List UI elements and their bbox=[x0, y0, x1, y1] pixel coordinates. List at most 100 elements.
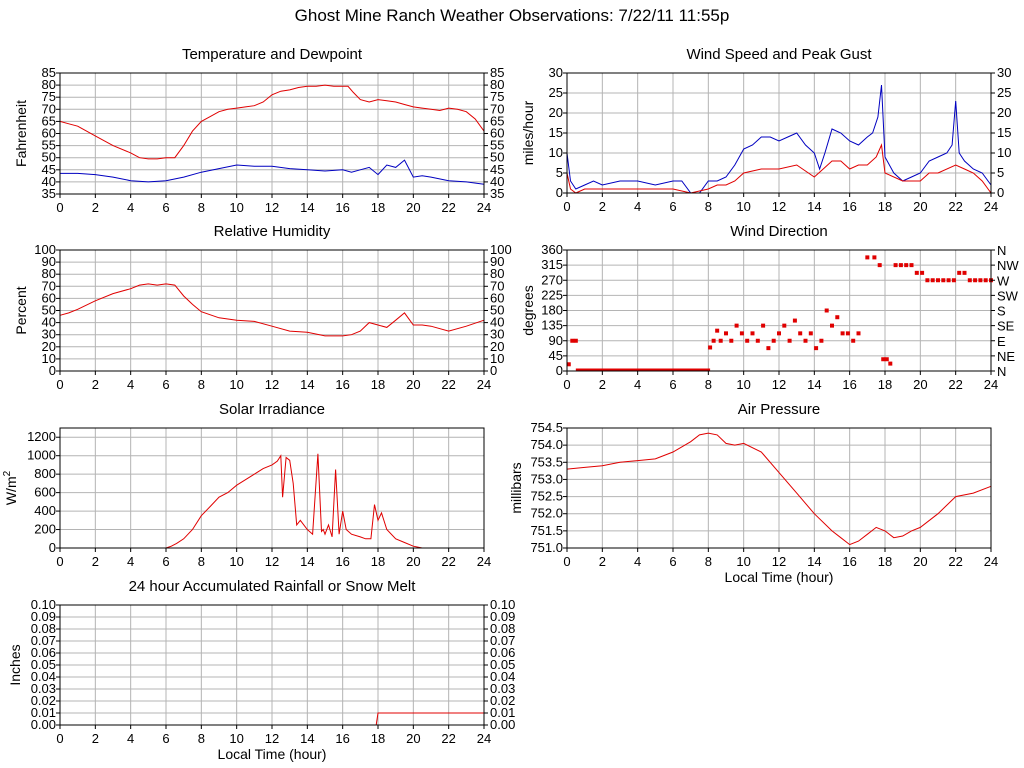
data-point bbox=[936, 278, 940, 283]
x-tick-label: 6 bbox=[669, 554, 676, 569]
data-point bbox=[771, 338, 776, 343]
compass-label: SW bbox=[997, 288, 1019, 303]
x-tick-label: 20 bbox=[913, 554, 927, 569]
x-tick-label: 18 bbox=[371, 377, 385, 392]
y-tick-label: 15 bbox=[549, 125, 563, 140]
y-tick-label-right: 0.09 bbox=[490, 609, 515, 624]
y-tick-label: 30 bbox=[42, 327, 56, 342]
x-tick-label: 4 bbox=[634, 554, 641, 569]
page-title: Ghost Mine Ranch Weather Observations: 7… bbox=[294, 6, 730, 25]
data-point bbox=[739, 331, 744, 336]
y-tick-label-right: 0.02 bbox=[490, 693, 515, 708]
compass-label: E bbox=[997, 334, 1006, 349]
x-tick-label: 0 bbox=[56, 200, 63, 215]
x-tick-label: 22 bbox=[441, 554, 455, 569]
chart-title: Relative Humidity bbox=[214, 223, 331, 240]
y-tick-label: 90 bbox=[549, 333, 563, 348]
data-point bbox=[884, 357, 889, 362]
y-tick-label-right: 0.00 bbox=[490, 717, 515, 732]
y-tick-label-right: 50 bbox=[490, 150, 504, 165]
y-tick-label: 20 bbox=[42, 339, 56, 354]
y-tick-label: 600 bbox=[34, 485, 56, 500]
y-tick-label: 30 bbox=[549, 65, 563, 80]
y-tick-label: 85 bbox=[42, 65, 56, 80]
data-point bbox=[729, 338, 734, 343]
y-tick-label: 0 bbox=[556, 363, 563, 378]
x-tick-label: 6 bbox=[162, 554, 169, 569]
x-tick-label: 22 bbox=[948, 554, 962, 569]
y-tick-label: 80 bbox=[42, 77, 56, 92]
y-axis-label: degrees bbox=[520, 285, 536, 336]
x-tick-label: 8 bbox=[198, 554, 205, 569]
chart-title: Temperature and Dewpoint bbox=[182, 46, 363, 63]
data-point bbox=[734, 323, 739, 328]
x-tick-label: 2 bbox=[92, 731, 99, 746]
data-point bbox=[566, 362, 571, 367]
y-tick-label: 0 bbox=[49, 540, 56, 555]
data-point bbox=[803, 338, 808, 343]
data-point bbox=[865, 255, 870, 260]
y-tick-label: 0.08 bbox=[31, 621, 56, 636]
y-tick-label: 180 bbox=[541, 303, 563, 318]
y-tick-label: 0.04 bbox=[31, 669, 56, 684]
data-point bbox=[914, 270, 919, 275]
series-line-1 bbox=[566, 143, 992, 194]
y-tick-label-right: 10 bbox=[997, 145, 1011, 160]
x-tick-label: 2 bbox=[599, 199, 606, 214]
compass-label: N bbox=[997, 364, 1006, 379]
y-tick-label: 1200 bbox=[27, 429, 56, 444]
y-tick-label: 200 bbox=[34, 522, 56, 537]
y-tick-label-right: 0 bbox=[997, 185, 1004, 200]
x-tick-label: 24 bbox=[477, 200, 491, 215]
y-tick-label: 40 bbox=[42, 315, 56, 330]
y-tick-label-right: 40 bbox=[490, 174, 504, 189]
x-tick-label: 0 bbox=[56, 731, 63, 746]
y-tick-label-right: 35 bbox=[490, 186, 504, 201]
y-tick-label: 0 bbox=[556, 185, 563, 200]
data-point bbox=[845, 331, 850, 336]
y-tick-label-right: 30 bbox=[997, 65, 1011, 80]
data-point bbox=[888, 361, 893, 366]
y-tick-label-right: 90 bbox=[490, 254, 504, 269]
x-tick-label: 18 bbox=[878, 554, 892, 569]
y-tick-label: 40 bbox=[42, 174, 56, 189]
y-tick-label: 752.5 bbox=[530, 489, 563, 504]
data-point bbox=[930, 278, 935, 283]
data-point bbox=[904, 263, 909, 268]
y-tick-label-right: 0.04 bbox=[490, 669, 515, 684]
x-tick-label: 16 bbox=[335, 200, 349, 215]
x-tick-label: 4 bbox=[634, 377, 641, 392]
compass-label: NW bbox=[997, 258, 1019, 273]
compass-label: SE bbox=[997, 319, 1015, 334]
x-tick-label: 18 bbox=[878, 377, 892, 392]
data-point bbox=[967, 278, 972, 283]
y-axis-label-sup: 2 bbox=[2, 470, 13, 476]
data-point bbox=[718, 338, 723, 343]
data-point bbox=[909, 263, 914, 268]
y-tick-label: 1000 bbox=[27, 448, 56, 463]
x-tick-label: 14 bbox=[300, 731, 314, 746]
x-tick-label: 24 bbox=[984, 377, 998, 392]
y-tick-label-right: 50 bbox=[490, 303, 504, 318]
chart-title: Air Pressure bbox=[738, 401, 821, 418]
y-tick-label-right: 0.07 bbox=[490, 633, 515, 648]
data-point bbox=[925, 278, 930, 283]
y-tick-label-right: 15 bbox=[997, 125, 1011, 140]
data-point bbox=[798, 331, 803, 336]
y-tick-label: 50 bbox=[42, 150, 56, 165]
y-tick-label-right: 0.03 bbox=[490, 681, 515, 696]
y-tick-label: 270 bbox=[541, 272, 563, 287]
x-tick-label: 14 bbox=[300, 377, 314, 392]
x-tick-label: 10 bbox=[229, 731, 243, 746]
x-tick-label: 16 bbox=[842, 554, 856, 569]
compass-label: N bbox=[997, 243, 1006, 258]
data-point bbox=[856, 331, 861, 336]
data-point bbox=[872, 255, 877, 260]
x-axis-label: Local Time (hour) bbox=[218, 746, 327, 762]
y-tick-label-right: 80 bbox=[490, 266, 504, 281]
series-line-0 bbox=[60, 453, 484, 549]
y-tick-label: 360 bbox=[541, 242, 563, 257]
data-point bbox=[708, 345, 713, 350]
x-tick-label: 10 bbox=[229, 377, 243, 392]
